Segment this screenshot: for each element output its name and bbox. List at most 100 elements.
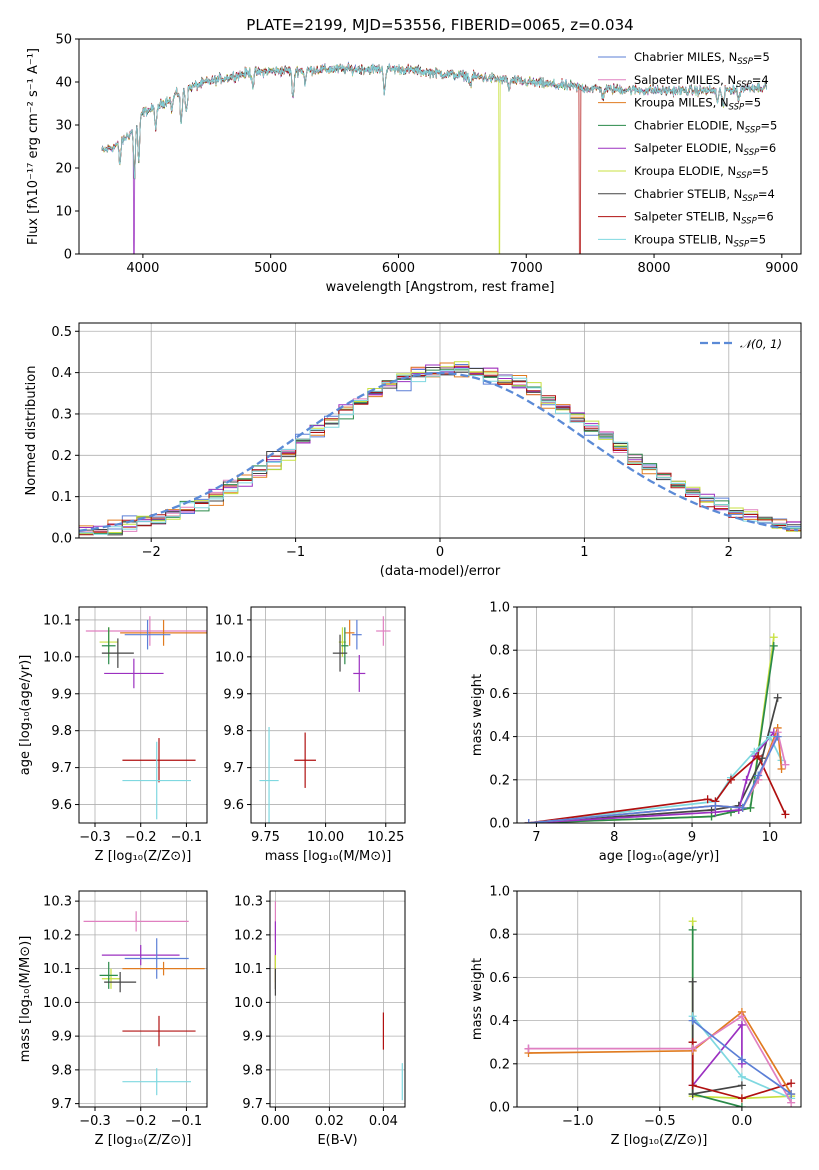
y-axis-label: Normed distribution xyxy=(24,366,39,496)
y-tick-label: 0.0 xyxy=(489,1101,510,1116)
y-tick-label: 9.6 xyxy=(51,798,72,813)
x-tick-label: −0.2 xyxy=(125,1114,157,1129)
y-tick-label: 9.9 xyxy=(242,1030,263,1045)
weight-point-marker xyxy=(726,775,735,784)
weight-point-marker xyxy=(754,752,763,761)
x-axis-label: (data-model)/error xyxy=(380,564,501,579)
age_vs_Z-plot-area xyxy=(85,616,207,820)
mass_vs_ebv-frame xyxy=(269,890,406,1108)
x-tick-label: −0.3 xyxy=(79,830,111,845)
weight-point-marker xyxy=(524,819,533,823)
x-axis-label: wavelength [Angstrom, rest frame] xyxy=(326,280,555,295)
age_vs_Z-frame xyxy=(78,606,208,824)
x-tick-label: −1.0 xyxy=(562,1114,594,1129)
weight-point-marker xyxy=(750,747,759,756)
residuals-plot-area xyxy=(79,361,801,538)
y-tick-label: 10.3 xyxy=(234,895,263,910)
y-tick-label: 10.1 xyxy=(234,962,263,977)
weight-point-marker xyxy=(738,803,747,812)
residuals-axes: −2 −1 0 1 2 0.0 0.1 0.2 0.3 0.4 0.5 (data-model)/er… xyxy=(24,323,801,579)
x-tick-label: 5000 xyxy=(254,261,287,276)
mass_vs_ebv-axes: 0.00 0.02 0.04 9.7 9.8 9.9 10.0 10.1 10.2 10.3 E(B… xyxy=(234,891,405,1148)
y-tick-label: 10.1 xyxy=(43,962,72,977)
weight-point-marker xyxy=(737,1103,746,1107)
legend-entry: Kroupa MILES, NSSP=5 xyxy=(634,96,761,113)
weight_vs_age-axes: 7 8 9 10 0.0 0.2 0.4 0.6 0.8 1.0 age [log₁₀(age/yr… xyxy=(470,601,801,864)
weight-point-marker xyxy=(769,641,778,650)
y-tick-label: 0.8 xyxy=(489,928,510,943)
weight-point-marker xyxy=(787,1079,796,1088)
weight_vs_age-plot-area xyxy=(524,633,790,823)
weight-point-marker xyxy=(746,803,755,812)
y-tick-label: 0.6 xyxy=(489,687,510,702)
x-tick-label: 9.75 xyxy=(251,830,280,845)
y-tick-label: 0.0 xyxy=(489,817,510,832)
y-tick-label: 9.9 xyxy=(223,687,244,702)
legend-entry: Chabrier STELIB, NSSP=4 xyxy=(634,187,775,204)
weight-series-line xyxy=(691,1042,792,1100)
weight-point-marker xyxy=(703,795,712,804)
spectrum-legend: Chabrier MILES, NSSP=5 Salpeter MILES, NS… xyxy=(598,50,777,249)
y-tick-label: 1.0 xyxy=(489,601,510,616)
residuals-frame xyxy=(78,322,802,539)
legend-entry: Chabrier MILES, NSSP=5 xyxy=(634,50,770,67)
y-tick-label: 30 xyxy=(55,119,72,134)
y-tick-label: 50 xyxy=(55,33,72,48)
x-tick-label: −0.1 xyxy=(171,1114,203,1129)
y-tick-label: 10.0 xyxy=(234,996,263,1011)
x-tick-label: 4000 xyxy=(126,261,159,276)
y-tick-label: 9.7 xyxy=(51,1097,72,1112)
x-axis-label: age [log₁₀(age/yr)] xyxy=(599,849,720,864)
weight-point-marker xyxy=(688,917,697,926)
chart-title: PLATE=2199, MJD=53556, FIBERID=0065, z=0… xyxy=(246,16,633,34)
y-tick-label: 9.8 xyxy=(51,1063,72,1078)
x-tick-label: 0.04 xyxy=(369,1114,398,1129)
y-tick-label: 0.8 xyxy=(489,644,510,659)
x-tick-label: 0.02 xyxy=(315,1114,344,1129)
legend-entry: Salpeter STELIB, NSSP=6 xyxy=(634,210,774,227)
weight_vs_Z-axes: −1.0 −0.5 0.0 0.0 0.2 0.4 0.6 0.8 1.0 Z [log₁₀(Z/… xyxy=(470,885,801,1148)
y-axis-label: age [log₁₀(age/yr)] xyxy=(18,655,33,776)
x-axis-label: E(B-V) xyxy=(317,1133,357,1148)
weight-point-marker xyxy=(711,801,720,810)
spectrum-axes: 4000 5000 6000 7000 8000 9000 0 10 20 30 40 50 wavel… xyxy=(26,33,798,296)
weight-point-marker xyxy=(765,732,774,741)
x-tick-label: 0 xyxy=(436,545,444,560)
y-tick-label: 10 xyxy=(55,205,72,220)
y-axis-label: mass weight xyxy=(470,674,485,756)
mass_vs_Z-plot-area xyxy=(83,911,205,1096)
weight-series-line xyxy=(528,637,775,823)
weight-point-marker xyxy=(781,760,790,769)
weight-point-marker xyxy=(737,1094,746,1103)
weight-point-marker xyxy=(524,1044,533,1053)
y-tick-label: 10.2 xyxy=(234,928,263,943)
legend-entry: Salpeter MILES, NSSP=4 xyxy=(634,73,769,90)
y-axis-label: Flux [fλ10⁻¹⁷ erg cm⁻² s⁻¹ A⁻¹] xyxy=(26,48,41,245)
y-tick-label: 9.8 xyxy=(223,724,244,739)
y-tick-label: 1.0 xyxy=(489,885,510,900)
weight-point-marker xyxy=(737,1055,746,1064)
x-tick-label: −0.3 xyxy=(79,1114,111,1129)
y-axis-label: mass [log₁₀(M/M⊙)] xyxy=(18,936,33,1063)
x-tick-label: −0.5 xyxy=(644,1114,676,1129)
age_vs_mass-axes: 9.75 10.00 10.25 9.6 9.7 9.8 9.9 10.0 10.1 mass [… xyxy=(215,607,405,864)
x-tick-label: 10.25 xyxy=(367,830,404,845)
weight-point-marker xyxy=(737,1081,746,1090)
weight-point-marker xyxy=(742,775,751,784)
y-tick-label: 0.4 xyxy=(489,1014,510,1029)
spectrum-frame xyxy=(78,38,802,255)
x-tick-label: 7 xyxy=(532,830,540,845)
x-axis-label: Z [log₁₀(Z/Z⊙)] xyxy=(95,1133,192,1148)
weight_vs_age-frame xyxy=(516,606,802,824)
normal-curve xyxy=(79,371,799,532)
x-tick-label: 0.0 xyxy=(732,1114,753,1129)
x-tick-label: 8000 xyxy=(637,261,670,276)
y-tick-label: 0.6 xyxy=(489,971,510,986)
y-tick-label: 10.0 xyxy=(43,650,72,665)
y-tick-label: 10.0 xyxy=(43,996,72,1011)
y-tick-label: 10.0 xyxy=(215,650,244,665)
x-tick-label: 1 xyxy=(580,545,588,560)
x-tick-label: 10 xyxy=(762,830,779,845)
weight-series-line xyxy=(528,1010,792,1095)
